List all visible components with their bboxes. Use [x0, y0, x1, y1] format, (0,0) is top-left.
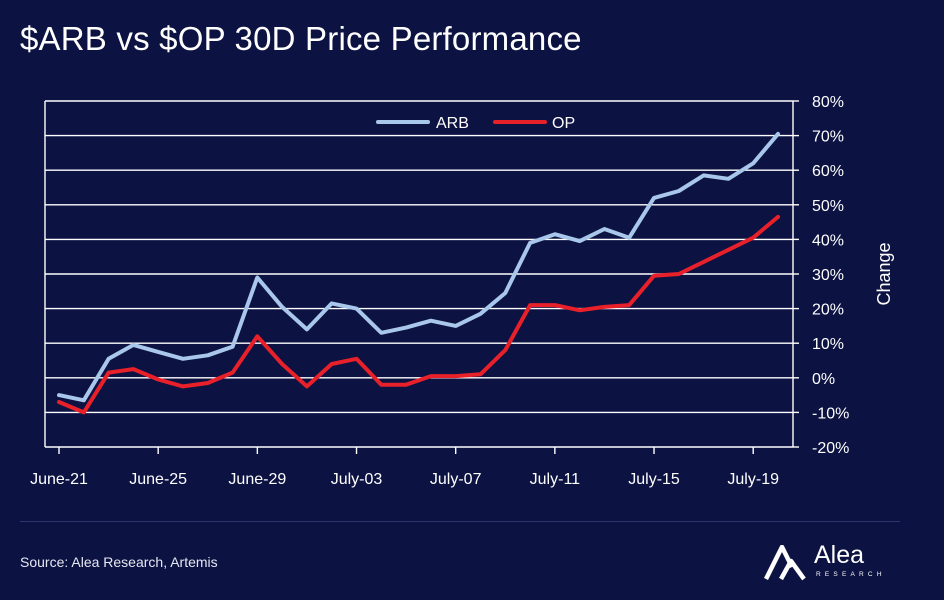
y-tick-label: 80% [812, 94, 844, 111]
legend: ARB OP [376, 115, 575, 132]
x-tick-label: June-21 [30, 471, 88, 488]
y-tick-label: 60% [812, 163, 844, 180]
y-tick-label: 0% [812, 371, 835, 388]
x-tick-label: June-25 [129, 471, 187, 488]
y-tick-label: 10% [812, 336, 844, 353]
x-tick-label: July-11 [530, 471, 580, 488]
brand-name: Alea [814, 541, 865, 569]
y-tick-label: -20% [812, 440, 849, 457]
y-tick-label: 30% [812, 267, 844, 284]
y-tick-label: 50% [812, 198, 844, 215]
x-tick-label: June-29 [228, 471, 286, 488]
source-note: Source: Alea Research, Artemis [20, 554, 218, 570]
grid-lines [45, 100, 793, 448]
x-tick-label: July-15 [628, 471, 680, 488]
x-tick-label: July-19 [727, 471, 779, 488]
brand-subtitle: RESEARCH [816, 571, 886, 578]
series-lines [57, 131, 780, 415]
legend-label-arb: ARB [436, 115, 469, 132]
page-title: $ARB vs $OP 30D Price Performance [20, 20, 582, 57]
y-tick-label: 40% [812, 232, 844, 249]
legend-label-op: OP [552, 115, 575, 132]
brand-logo: Alea RESEARCH [764, 541, 904, 583]
y-tick-label: -10% [812, 405, 849, 422]
series-line-arb [57, 131, 780, 403]
y-axis-label: Change [874, 242, 894, 305]
y-tick-label: 70% [812, 129, 844, 146]
x-tick-label: July-07 [430, 471, 482, 488]
x-tick-labels: June-21 June-25 June-29 July-03 July-07 July-… [30, 471, 779, 488]
y-tick-labels: -20% -10% 0% 10% 20% 30% 40% 50% 60% 70% 80% [812, 94, 849, 457]
y-tick-label: 20% [812, 302, 844, 319]
alea-logo-icon [764, 545, 806, 581]
axes [44, 100, 799, 454]
series-line-op [57, 214, 780, 415]
x-tick-label: July-03 [331, 471, 383, 488]
footer-divider [20, 521, 900, 522]
